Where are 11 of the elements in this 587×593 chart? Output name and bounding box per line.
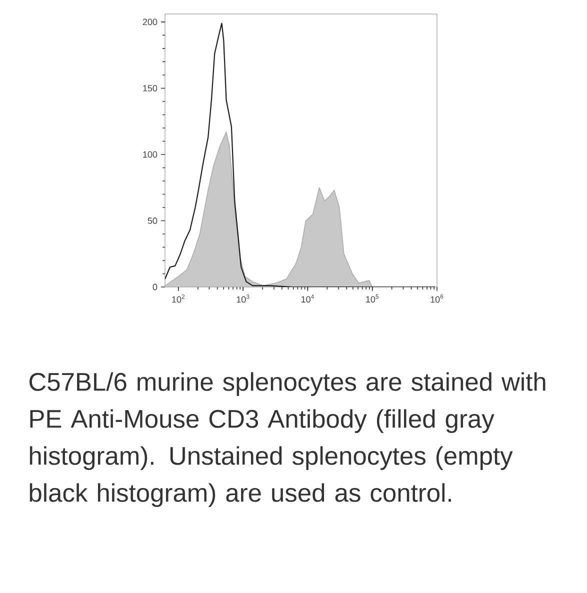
y-tick-label: 150 [143, 85, 158, 92]
x-tick-label: 10$^{6}$ [430, 294, 444, 303]
text: C57BL/6 murine splenocytes are stained with PE Anti-Mouse CD3 Antibody (filled gray histogram). Unstained splenocytes (empty black histogram) are used as control. [30, 372, 546, 507]
x-tick-label: 10$^{4}$ [301, 294, 314, 303]
x-tick-label: 10$^{2}$ [172, 294, 185, 303]
x-tick-label: 10$^{5}$ [366, 294, 379, 303]
y-tick-label: 200 [142, 18, 158, 26]
x-tick-label: 10$^{3}$ [236, 294, 250, 303]
y-tick-label: 0 [152, 284, 158, 290]
y-tick-label: 50 [148, 218, 158, 224]
y-tick-label: 100 [143, 151, 158, 158]
